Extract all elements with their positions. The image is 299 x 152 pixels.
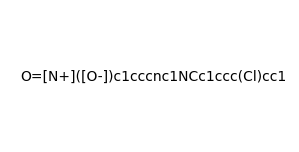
Text: O=[N+]([O-])c1cccnc1NCc1ccc(Cl)cc1: O=[N+]([O-])c1cccnc1NCc1ccc(Cl)cc1: [20, 70, 286, 84]
